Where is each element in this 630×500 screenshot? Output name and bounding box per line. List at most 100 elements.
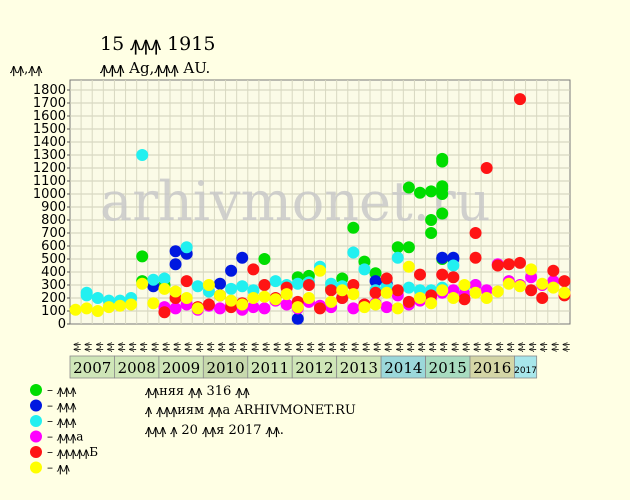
data-point — [458, 293, 471, 306]
data-point — [402, 181, 415, 194]
data-point — [236, 251, 249, 264]
data-point — [191, 302, 204, 315]
data-point — [80, 289, 93, 302]
data-point — [114, 299, 126, 312]
data-point — [391, 302, 404, 315]
data-point — [291, 301, 304, 314]
period-label: ꙟꙟ — [327, 342, 337, 352]
period-label: ꙟꙟ — [72, 342, 82, 352]
year-label: 2017 — [514, 366, 537, 376]
data-point — [325, 295, 338, 308]
data-point — [169, 302, 182, 315]
y-tick-label: 1600 — [33, 109, 66, 124]
period-label: ꙟꙟ — [194, 342, 204, 352]
data-point — [247, 263, 260, 276]
year-band — [514, 355, 538, 379]
data-point — [302, 292, 315, 304]
data-point — [469, 251, 482, 264]
y-tick-label: 1100 — [33, 174, 66, 189]
note-line-1: ꙟꙟняя ꙟꙟ 316 ꙟꙟ — [145, 384, 250, 399]
period-label: ꙟꙟ — [427, 342, 437, 352]
data-point — [480, 292, 493, 304]
legend: – ꙟꙟꙟ– ꙟꙟꙟ– ꙟꙟꙟ– ꙟꙟꙟa– ꙟꙟꙟꙟꙟБ– ꙟꙟ — [30, 383, 98, 475]
data-point — [502, 258, 515, 271]
data-point — [247, 301, 260, 314]
data-point — [380, 286, 393, 299]
data-point — [402, 281, 415, 294]
period-label: ꙟꙟ — [460, 342, 470, 352]
period-label: ꙟꙟ — [527, 342, 537, 352]
period-label: ꙟꙟ — [160, 342, 170, 352]
data-point — [436, 207, 449, 220]
data-point — [180, 275, 193, 288]
data-point — [369, 286, 382, 299]
legend-label: – ꙟꙟ — [47, 461, 70, 475]
period-label: ꙟꙟ — [205, 342, 215, 352]
year-label: 2010 — [206, 359, 244, 377]
data-point — [314, 302, 326, 315]
period-label: ꙟꙟ — [83, 342, 93, 352]
data-point — [380, 301, 393, 314]
period-label: ꙟꙟ — [360, 342, 370, 352]
period-label: ꙟꙟ — [516, 342, 526, 352]
period-label: ꙟꙟ — [227, 342, 237, 352]
data-point — [136, 149, 149, 161]
y-tick-label: 1500 — [33, 122, 66, 137]
period-label: ꙟꙟ — [260, 342, 270, 352]
data-point — [469, 286, 482, 299]
period-label: ꙟꙟ — [538, 342, 548, 352]
legend-label: – ꙟꙟꙟꙟꙟБ — [47, 445, 98, 459]
data-point — [514, 93, 526, 106]
y-tick-label: 1700 — [33, 96, 66, 111]
year-label: 2013 — [340, 359, 378, 377]
data-point — [214, 289, 226, 302]
data-point — [491, 285, 504, 298]
data-point — [425, 227, 438, 239]
data-point — [347, 279, 360, 291]
period-label: ꙟꙟ — [238, 342, 248, 352]
data-point — [302, 279, 315, 291]
data-point — [347, 288, 360, 301]
data-point — [136, 250, 149, 263]
legend-swatch — [30, 399, 42, 412]
y-tick-label: 800 — [41, 213, 66, 228]
data-point — [402, 260, 415, 273]
y-tick-label: 500 — [41, 252, 66, 267]
data-point — [458, 279, 471, 291]
data-point — [447, 271, 460, 284]
data-point — [269, 275, 282, 288]
data-point — [180, 292, 193, 304]
year-label: 2012 — [295, 359, 333, 377]
series — [69, 260, 571, 317]
data-point — [147, 297, 160, 310]
period-label: ꙟꙟ — [505, 342, 515, 352]
data-point — [280, 298, 293, 311]
data-point — [425, 185, 438, 198]
period-label: ꙟꙟ — [183, 342, 193, 352]
period-label: ꙟꙟ — [94, 342, 104, 352]
data-point — [391, 251, 404, 264]
period-label: ꙟꙟ — [560, 342, 570, 352]
data-point — [158, 272, 171, 285]
y-tick-label: 600 — [41, 239, 66, 254]
y-axis-ticks: 0100200300400500600700800900100011001200… — [33, 83, 70, 332]
data-point — [502, 277, 515, 290]
data-point — [247, 292, 260, 304]
data-point — [536, 277, 549, 290]
data-point — [358, 301, 371, 314]
data-point — [169, 285, 182, 298]
data-point — [169, 258, 182, 271]
period-label: ꙟꙟ — [449, 342, 459, 352]
y-tick-label: 1200 — [33, 161, 66, 176]
period-label: ꙟꙟ — [216, 342, 226, 352]
data-point — [280, 288, 293, 301]
data-point — [158, 306, 171, 319]
y-tick-label: 200 — [41, 291, 66, 306]
period-label: ꙟꙟ — [316, 342, 326, 352]
data-point — [402, 295, 415, 308]
period-label: ꙟꙟ — [438, 342, 448, 352]
data-point — [69, 303, 82, 316]
legend-label: – ꙟꙟꙟa — [47, 430, 83, 444]
period-label: ꙟꙟ — [305, 342, 315, 352]
